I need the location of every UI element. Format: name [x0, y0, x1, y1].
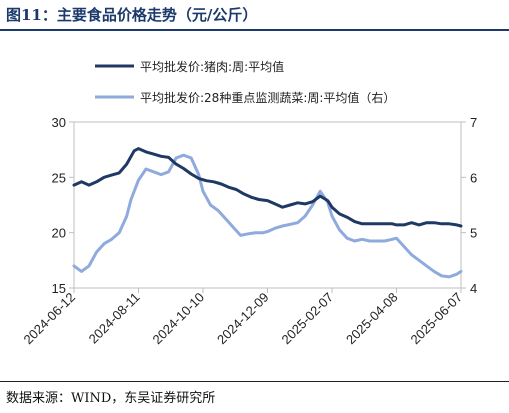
x-tick-label: 2024-08-11 [86, 290, 143, 347]
left-tick-label: 25 [52, 170, 66, 185]
legend-label-vegetables: 平均批发价:28种重点监测蔬菜:周:平均值（右） [140, 90, 395, 105]
x-tick-label: 2025-04-08 [343, 290, 401, 348]
source-rule [0, 381, 509, 382]
series-line-vegetables [72, 153, 463, 279]
chart-legend: 平均批发价:猪肉:周:平均值 平均批发价:28种重点监测蔬菜:周:平均值（右） [95, 59, 395, 105]
x-axis-ticks: 2024-06-12 2024-08-11 2024-10-10 2024-12-09… [20, 288, 465, 347]
right-tick-label: 7 [470, 115, 477, 130]
source-note: 数据来源：WIND，东吴证券研究所 [6, 391, 216, 406]
right-tick-label: 6 [470, 170, 477, 185]
title-rule [0, 29, 509, 31]
left-tick-label: 30 [52, 115, 66, 130]
series-layer [72, 147, 463, 279]
x-tick-label: 2024-12-09 [214, 290, 272, 348]
left-tick-label: 15 [52, 281, 66, 296]
x-tick-label: 2024-06-12 [20, 290, 78, 348]
right-axis-ticks: 4 5 6 7 [461, 115, 477, 296]
legend-label-pork: 平均批发价:猪肉:周:平均值 [140, 59, 284, 74]
series-line-pork [72, 147, 463, 228]
right-tick-label: 4 [470, 281, 477, 296]
left-axis-ticks: 15 20 25 30 [52, 115, 74, 296]
x-tick-label: 2024-10-10 [149, 290, 207, 348]
x-tick-label: 2025-02-07 [278, 290, 336, 348]
left-tick-label: 20 [52, 226, 66, 241]
figure-title: 图11：主要食品价格走势（元/公斤） [6, 6, 258, 24]
x-tick-label: 2025-06-07 [407, 290, 465, 348]
right-tick-label: 5 [470, 226, 477, 241]
